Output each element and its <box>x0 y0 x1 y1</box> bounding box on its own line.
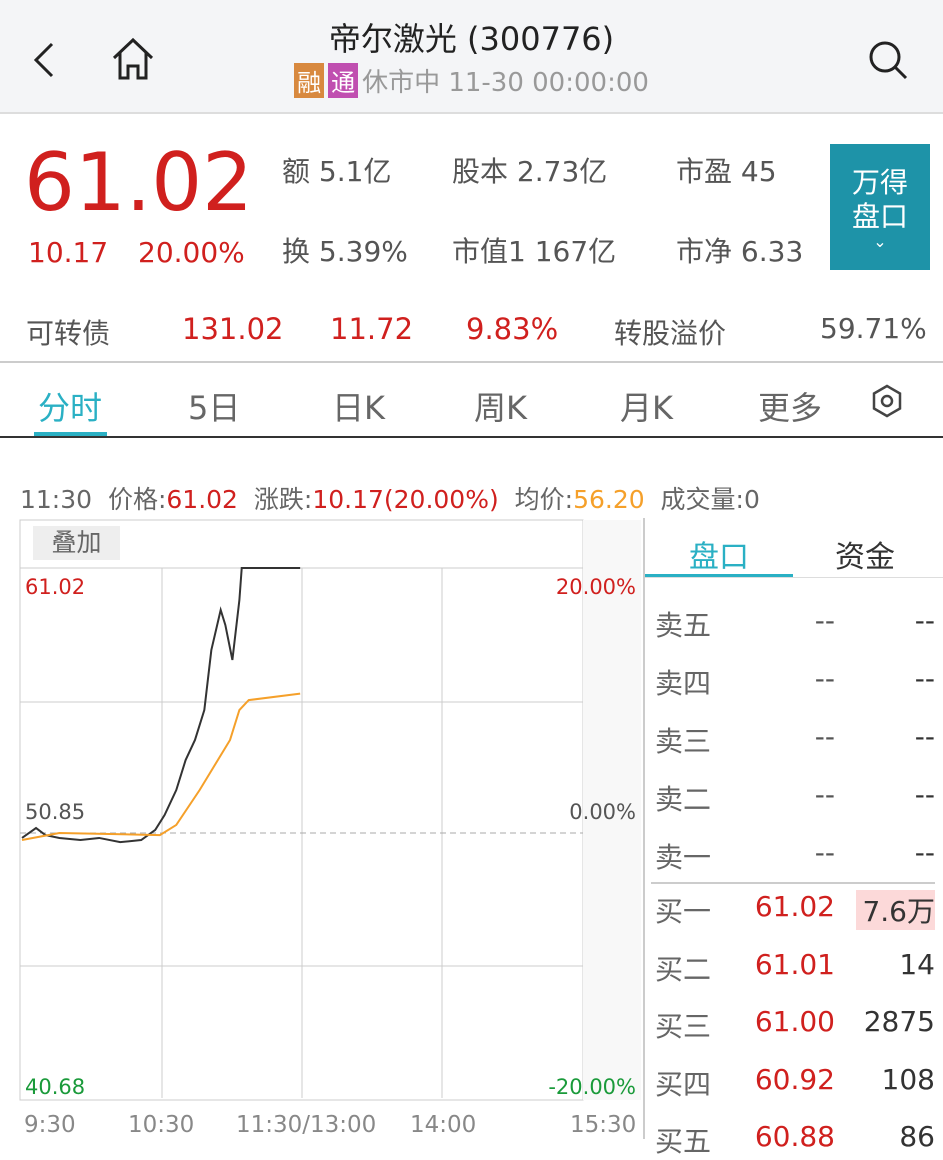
x-tick: 15:30 <box>570 1112 636 1138</box>
y-tick-left: 50.85 <box>25 800 85 824</box>
stock-title: 帝尔激光 (300776) <box>328 20 615 58</box>
stat-item: 市盈 45 <box>676 155 777 188</box>
order-row: 买二 61.01 14 <box>655 947 935 986</box>
order-row: 卖一 -- -- <box>655 836 935 874</box>
stat-item: 换 5.39% <box>282 235 408 268</box>
order-row: 买三 61.00 2875 <box>655 1005 935 1043</box>
x-tick: 10:30 <box>128 1112 194 1138</box>
stat-item: 市值1 167亿 <box>452 235 617 268</box>
order-row: 卖五 -- -- <box>655 604 935 642</box>
intraday-chart: 61.02 50.85 40.68 20.00% 0.00% -20.00% 9:30 10:… <box>19 519 641 1138</box>
search-icon[interactable] <box>866 38 910 82</box>
premium-label: 转股溢价 <box>614 317 727 350</box>
order-row: 买四 60.92 108 <box>655 1062 935 1101</box>
order-book-panel: 盘口 资金 卖五 -- -- 卖四 -- -- 卖三 -- -- 卖二 -- -… <box>643 518 943 1158</box>
premium-value: 59.71% <box>820 312 927 345</box>
tab-daily-k[interactable]: 日K <box>332 389 385 427</box>
stat-item: 额 5.1亿 <box>282 155 392 188</box>
y-tick-left: 40.68 <box>25 1075 85 1099</box>
tab-more[interactable]: 更多 <box>758 389 823 427</box>
bond-label: 可转债 <box>26 317 111 350</box>
price-change-pct: 20.00% <box>138 236 245 269</box>
bond-price: 131.02 <box>182 312 284 346</box>
home-icon[interactable] <box>110 36 156 82</box>
wind-depth-button[interactable]: 万得 盘口 ⌄ <box>830 144 930 270</box>
order-row: 买一 61.02 7.6万 <box>655 890 935 930</box>
order-row: 卖二 -- -- <box>655 778 935 816</box>
bond-change-pct: 9.83% <box>466 312 559 346</box>
order-row: 买五 60.88 86 <box>655 1120 935 1158</box>
y-tick-right: 0.00% <box>569 800 636 824</box>
status-text: 休市中 11-30 00:00:00 <box>362 68 649 98</box>
x-tick: 14:00 <box>410 1112 476 1138</box>
y-tick-right: 20.00% <box>556 575 636 599</box>
tab-5day[interactable]: 5日 <box>188 389 241 427</box>
order-row: 卖三 -- -- <box>655 720 935 758</box>
overlay-button[interactable]: 叠加 <box>33 526 120 560</box>
back-icon[interactable] <box>30 40 58 80</box>
active-tab-indicator <box>34 432 107 436</box>
margin-tag: 融 <box>294 63 325 98</box>
avg-line <box>21 692 301 842</box>
bond-change: 11.72 <box>330 312 414 346</box>
y-tick-right: -20.00% <box>548 1075 636 1099</box>
tab-monthly-k[interactable]: 月K <box>620 389 673 427</box>
y-tick-left: 61.02 <box>25 575 85 599</box>
tab-weekly-k[interactable]: 周K <box>474 389 527 427</box>
x-tick: 11:30/13:00 <box>236 1112 376 1138</box>
nav-bar: 帝尔激光 (300776) 融通休市中 11-30 00:00:00 <box>0 0 943 114</box>
stat-item: 股本 2.73亿 <box>452 155 608 188</box>
order-row: 卖四 -- -- <box>655 662 935 700</box>
info-bar: 11:30 价格:61.02 涨跌:10.17(20.00%) 均价:56.20… <box>20 485 760 514</box>
stat-item: 市净 6.33 <box>676 235 804 268</box>
market-status: 融通休市中 11-30 00:00:00 <box>0 62 943 99</box>
price-change: 10.17 <box>28 236 109 269</box>
settings-icon[interactable] <box>870 384 904 418</box>
tab-funds[interactable]: 资金 <box>835 540 895 575</box>
tab-depth[interactable]: 盘口 <box>689 540 749 575</box>
chart-margin <box>583 520 641 1100</box>
last-price: 61.02 <box>24 136 254 229</box>
connect-tag: 通 <box>328 63 359 98</box>
price-line <box>21 567 301 844</box>
x-tick: 9:30 <box>24 1112 76 1138</box>
tab-intraday[interactable]: 分时 <box>38 389 103 427</box>
